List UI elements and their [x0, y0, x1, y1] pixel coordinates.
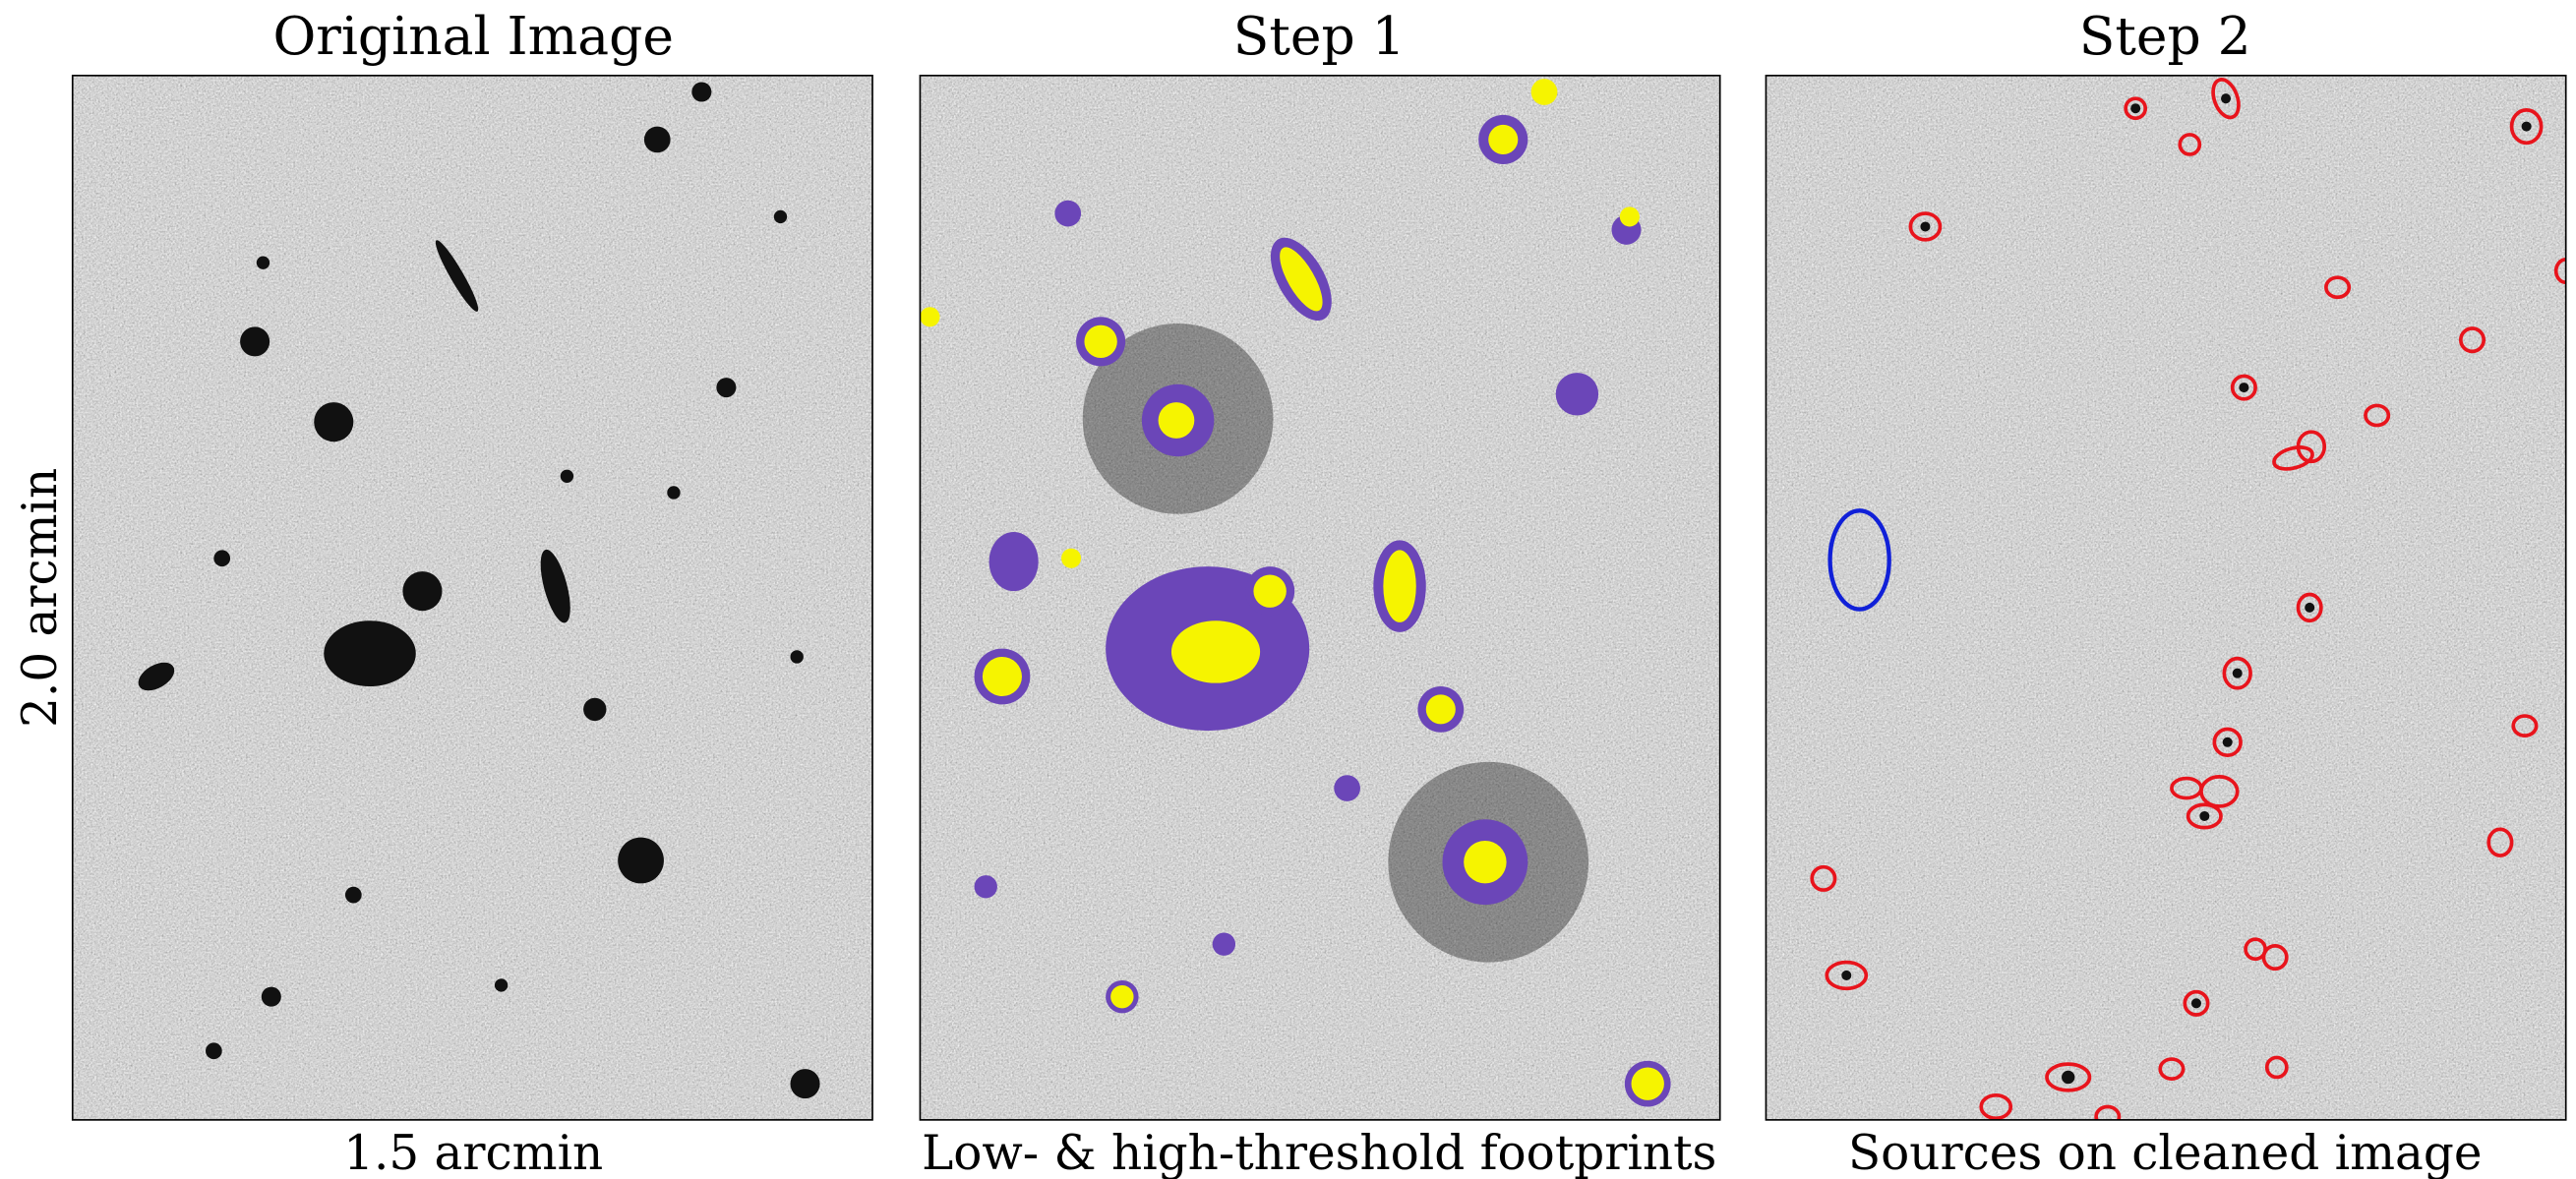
y-label: 2.0 arcmin [13, 468, 68, 728]
figure: Original Image Step 1 Step 2 1.5 arcmin … [0, 0, 2576, 1179]
original-image [73, 76, 872, 1120]
page: Original Image Step 1 Step 2 1.5 arcmin … [0, 0, 2576, 1179]
sources-image [1766, 76, 2575, 1127]
x-label: Low- & high-threshold footprints [922, 1126, 1716, 1179]
panel-title: Original Image [272, 5, 673, 67]
panel-title: Step 1 [1233, 5, 1406, 67]
panel-title: Step 2 [2079, 5, 2251, 67]
x-label: Sources on cleaned image [1848, 1126, 2482, 1179]
x-label: 1.5 arcmin [343, 1126, 603, 1179]
footprints-image [920, 76, 1719, 1120]
